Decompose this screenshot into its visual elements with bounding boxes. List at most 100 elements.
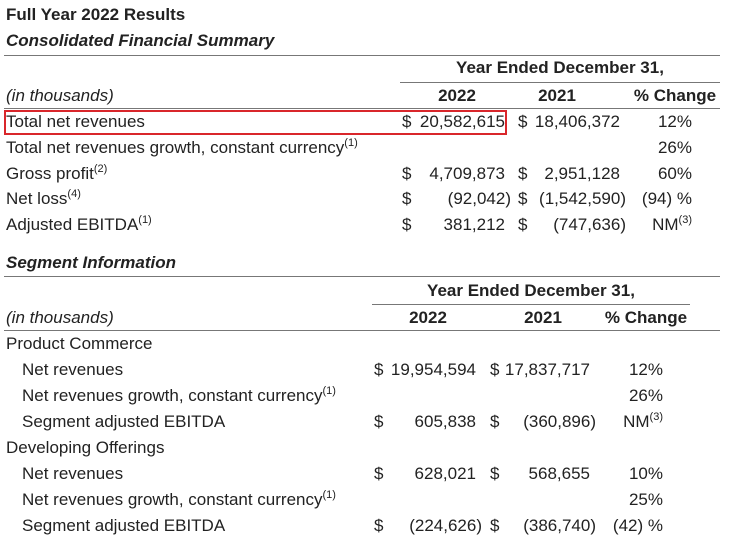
- row-label: Total net revenues: [6, 111, 145, 133]
- change-text: 12%: [657, 112, 692, 131]
- currency: $: [374, 360, 384, 379]
- currency: $: [490, 360, 500, 379]
- change-text: NM: [623, 412, 650, 431]
- change-text: 25%: [628, 490, 663, 509]
- currency: $: [402, 112, 412, 131]
- rule: [4, 108, 720, 109]
- group-label: Developing Offerings: [6, 438, 165, 457]
- value-2022: (224,626): [409, 516, 482, 535]
- row-label-text: Net revenues growth, constant currency: [22, 386, 323, 405]
- page-title: Full Year 2022 Results: [6, 5, 186, 24]
- row-label-text: Segment adjusted EBITDA: [22, 412, 226, 431]
- row-label-text: Net revenues growth, constant currency: [22, 490, 323, 509]
- change: NM(3): [652, 214, 692, 238]
- change: 60%: [658, 163, 692, 185]
- column-header: 2022: [438, 86, 476, 105]
- value-2022: (92,042): [447, 189, 511, 209]
- change-text: (42) %: [612, 516, 663, 535]
- rule: [400, 82, 720, 83]
- value-2022: 628,021: [414, 464, 476, 483]
- footnote-ref: (3): [678, 214, 692, 227]
- row-label-text: Net loss: [6, 189, 68, 209]
- footnote-ref: (1): [322, 489, 336, 501]
- footnote-ref: (2): [93, 162, 108, 175]
- row-label-text: Gross profit: [6, 163, 94, 183]
- row-label-text: Total net revenues growth, constant curr…: [6, 137, 345, 157]
- row-label: Net revenues: [22, 463, 123, 485]
- row-label: Adjusted EBITDA(1): [6, 214, 152, 238]
- period-header: Year Ended December 31,: [456, 58, 664, 77]
- value-2021: 18,406,372: [534, 112, 620, 131]
- change: 12%: [658, 111, 692, 133]
- change-text: 26%: [657, 137, 692, 157]
- change: 26%: [629, 385, 663, 407]
- value-2021: 568,655: [528, 464, 590, 483]
- change-text: (94) %: [641, 189, 692, 209]
- section-heading: Consolidated Financial Summary: [6, 31, 275, 50]
- rule: [4, 276, 720, 277]
- highlight-box: [4, 110, 507, 135]
- value-2022: 20,582,615: [419, 112, 505, 131]
- currency: $: [490, 464, 500, 483]
- row-label: Net revenues growth, constant currency(1…: [22, 385, 336, 409]
- currency: $: [402, 215, 412, 235]
- row-label: Gross profit(2): [6, 163, 107, 187]
- change: 25%: [629, 489, 663, 511]
- footnote-ref: (3): [649, 411, 663, 423]
- change: 26%: [658, 137, 692, 159]
- change: 10%: [629, 463, 663, 485]
- footnote-ref: (4): [67, 188, 81, 201]
- value-2021: 17,837,717: [504, 360, 590, 379]
- currency: $: [374, 464, 384, 483]
- currency: $: [374, 516, 384, 535]
- change: (42) %: [613, 515, 663, 537]
- value-2021: (1,542,590): [539, 189, 626, 209]
- currency: $: [518, 215, 528, 235]
- footnote-ref: (1): [138, 214, 152, 227]
- currency: $: [518, 163, 528, 183]
- value-2022: 381,212: [443, 215, 505, 235]
- change: (94) %: [642, 188, 692, 210]
- currency: $: [490, 412, 500, 431]
- row-label: Segment adjusted EBITDA: [22, 515, 225, 537]
- rule: [4, 55, 720, 56]
- rule: [4, 330, 720, 331]
- value-2022: 4,709,873: [429, 163, 505, 183]
- change: NM(3): [623, 411, 663, 435]
- change-text: NM: [652, 215, 679, 235]
- column-header: % Change: [604, 308, 688, 327]
- currency: $: [402, 163, 412, 183]
- currency: $: [518, 112, 528, 131]
- unit-label: (in thousands): [6, 86, 114, 105]
- row-label-text: Segment adjusted EBITDA: [22, 516, 226, 535]
- row-label: Net revenues growth, constant currency(1…: [22, 489, 336, 513]
- column-header: 2021: [524, 308, 562, 327]
- footnote-ref: (1): [322, 385, 336, 397]
- change-text: 26%: [628, 386, 663, 405]
- row-label-text: Net revenues: [22, 464, 124, 483]
- rule: [372, 304, 690, 305]
- currency: $: [402, 189, 412, 209]
- row-label: Total net revenues growth, constant curr…: [6, 137, 358, 161]
- value-2021: (747,636): [553, 215, 626, 235]
- period-header: Year Ended December 31,: [427, 281, 635, 300]
- change-text: 10%: [628, 464, 663, 483]
- group-label: Product Commerce: [6, 334, 153, 353]
- value-2021: (360,896): [523, 412, 596, 431]
- column-header: 2021: [538, 86, 576, 105]
- value-2022: 605,838: [414, 412, 476, 431]
- value-2021: 2,951,128: [544, 163, 620, 183]
- row-label: Net loss(4): [6, 188, 81, 212]
- currency: $: [518, 189, 528, 209]
- section-heading: Segment Information: [6, 253, 177, 272]
- footnote-ref: (1): [344, 136, 358, 149]
- column-header: % Change: [633, 86, 717, 105]
- column-header: 2022: [409, 308, 447, 327]
- unit-label: (in thousands): [6, 308, 114, 327]
- change-text: 12%: [628, 360, 663, 379]
- row-label-text: Net revenues: [22, 360, 124, 379]
- row-label: Net revenues: [22, 359, 123, 381]
- row-label: Segment adjusted EBITDA: [22, 411, 225, 433]
- value-2022: 19,954,594: [390, 360, 476, 379]
